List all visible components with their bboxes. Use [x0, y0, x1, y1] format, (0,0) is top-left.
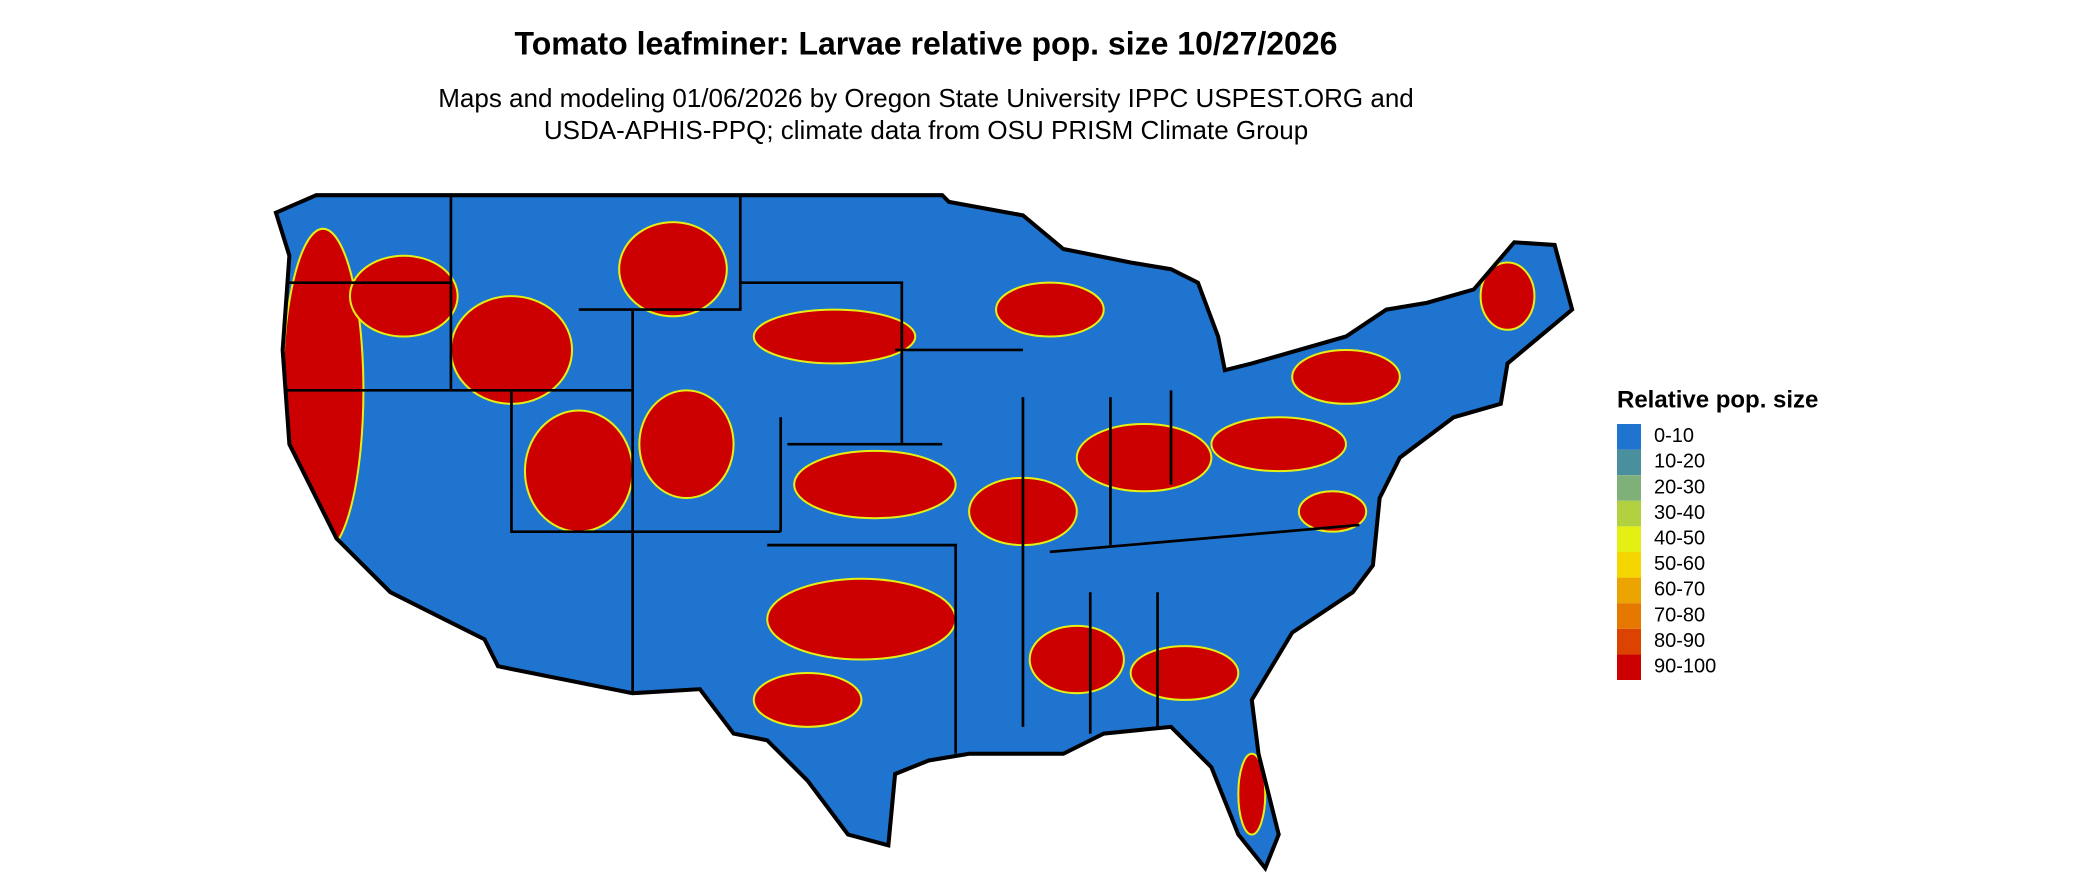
legend: 0-10 10-20 20-30 30-40 40-50 50-60 60-70 70-80 8… [1617, 424, 1716, 680]
legend-label: 80-90 [1654, 630, 1705, 652]
legend-label: 30-40 [1654, 502, 1705, 524]
legend-label: 10-20 [1654, 451, 1705, 473]
legend-label: 50-60 [1654, 553, 1705, 575]
legend-label: 0-10 [1654, 425, 1694, 447]
legend-swatch [1617, 526, 1641, 552]
state-borders [282, 195, 1360, 754]
map-subtitle: USDA-APHIS-PPQ; climate data from OSU PR… [544, 115, 1308, 145]
legend-swatch [1617, 500, 1641, 527]
legend-swatch [1617, 475, 1641, 501]
map-subtitle: Maps and modeling 01/06/2026 by Oregon S… [438, 83, 1414, 113]
us-map [273, 193, 1575, 873]
legend-label: 40-50 [1654, 527, 1705, 549]
legend-title: Relative pop. size [1617, 386, 1818, 413]
legend-label: 90-100 [1654, 655, 1716, 677]
legend-swatch [1617, 577, 1641, 604]
map-title: Tomato leafminer: Larvae relative pop. s… [515, 25, 1338, 61]
legend-label: 70-80 [1654, 604, 1705, 626]
legend-label: 60-70 [1654, 579, 1705, 601]
legend-swatch [1617, 552, 1641, 578]
legend-swatch [1617, 628, 1641, 655]
legend-swatch [1617, 654, 1641, 680]
country-outline [273, 193, 1575, 873]
legend-swatch [1617, 603, 1641, 629]
map-fill [275, 195, 1573, 869]
legend-label: 20-30 [1654, 476, 1705, 498]
legend-swatch [1617, 449, 1641, 476]
legend-swatch [1617, 424, 1641, 450]
